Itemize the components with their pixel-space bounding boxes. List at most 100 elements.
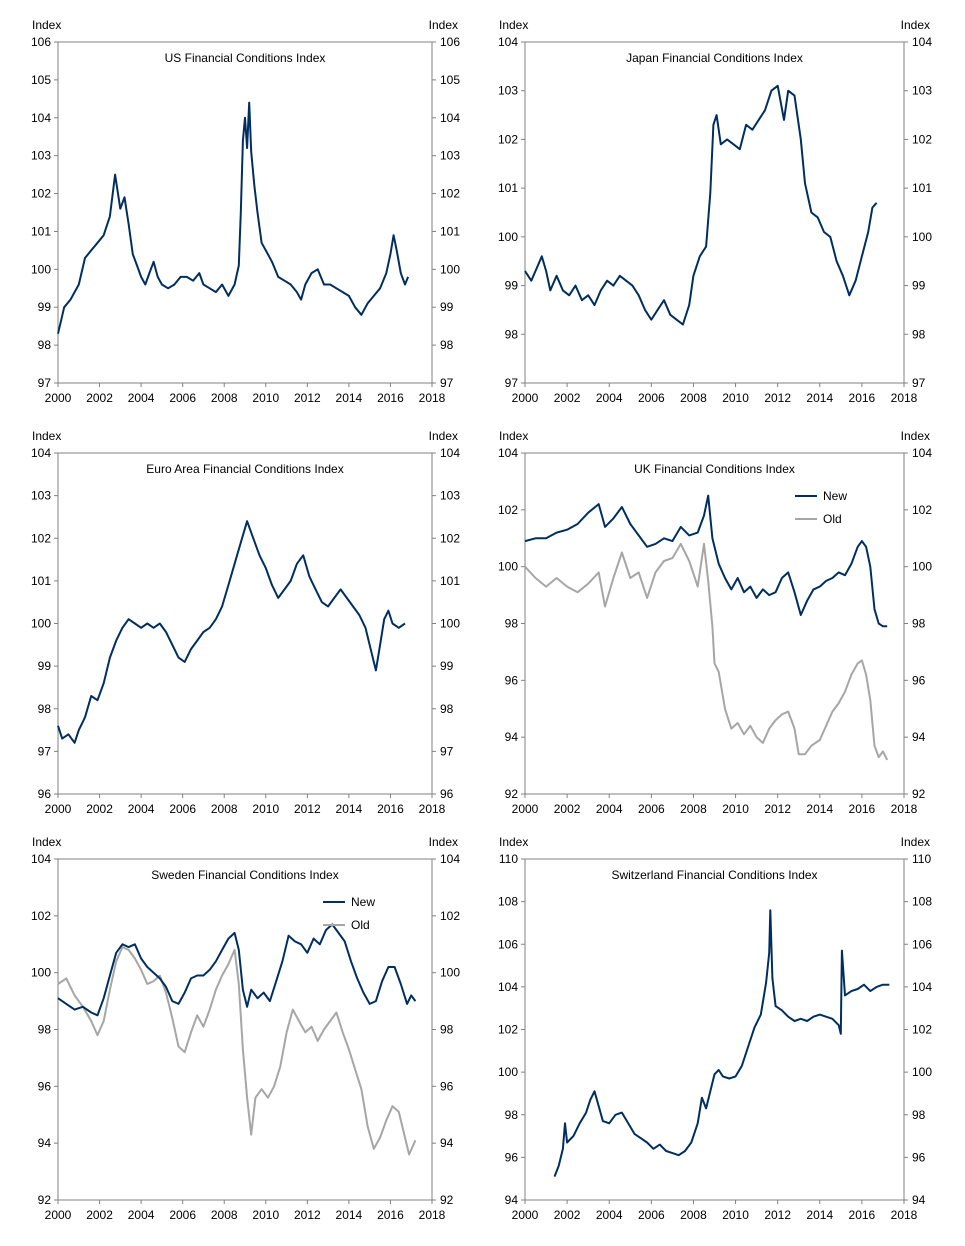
- y-tick-label-left: 99: [38, 659, 52, 673]
- y-axis-unit-left: Index: [499, 835, 528, 849]
- y-tick-label-left: 103: [31, 149, 51, 163]
- x-tick-label: 2008: [680, 1208, 707, 1222]
- y-tick-label-left: 97: [38, 744, 52, 758]
- y-tick-label-left: 101: [31, 224, 51, 238]
- x-tick-label: 2018: [891, 391, 918, 405]
- x-tick-label: 2014: [806, 1208, 833, 1222]
- y-tick-label-right: 102: [912, 1023, 932, 1037]
- y-tick-label-left: 100: [31, 617, 51, 631]
- chart-panel-2: 97 97 98 98 99 99 100 100 101 101 102 102 103 103 104 1…: [498, 18, 932, 405]
- x-tick-label: 2018: [891, 1208, 918, 1222]
- y-tick-label-left: 102: [31, 187, 51, 201]
- y-tick-label-right: 105: [440, 73, 460, 87]
- y-tick-label-left: 92: [505, 787, 519, 801]
- plot-frame: [57, 858, 433, 1201]
- y-tick-label-left: 104: [31, 111, 51, 125]
- x-tick-label: 2008: [680, 391, 707, 405]
- y-tick-label-left: 102: [31, 531, 51, 545]
- y-tick-label-right: 104: [912, 980, 932, 994]
- y-tick-label-left: 96: [38, 1079, 52, 1093]
- chart-panel-6: 94 94 96 96 98 98 100 100 102 102 104 104 106 106 108 1…: [498, 835, 932, 1222]
- y-tick-label-left: 103: [31, 489, 51, 503]
- plot-frame: [57, 452, 433, 795]
- y-tick-label-left: 102: [498, 1023, 518, 1037]
- y-tick-label-left: 101: [498, 181, 518, 195]
- y-tick-label-left: 102: [498, 503, 518, 517]
- y-tick-label-left: 104: [498, 446, 518, 460]
- y-axis-unit-right: Index: [901, 429, 930, 443]
- y-tick-label-left: 98: [38, 702, 52, 716]
- series-line-new: [57, 923, 417, 1017]
- y-tick-label-right: 99: [440, 300, 454, 314]
- x-tick-label: 2016: [377, 802, 404, 816]
- y-tick-label-right: 96: [912, 673, 926, 687]
- x-tick-label: 2014: [806, 802, 833, 816]
- y-tick-label-left: 94: [505, 730, 519, 744]
- y-tick-label-right: 98: [912, 327, 926, 341]
- x-tick-label: 2012: [764, 1208, 791, 1222]
- y-tick-label-right: 104: [440, 852, 460, 866]
- x-tick-label: 2014: [336, 391, 363, 405]
- x-tick-label: 2016: [377, 391, 404, 405]
- x-tick-label: 2006: [638, 802, 665, 816]
- chart-title: UK Financial Conditions Index: [634, 462, 795, 476]
- series-line-1: [57, 520, 406, 744]
- y-tick-label-right: 104: [912, 35, 932, 49]
- x-tick-label: 2000: [45, 1208, 72, 1222]
- y-axis-unit-left: Index: [499, 18, 528, 32]
- y-tick-label-left: 102: [498, 132, 518, 146]
- plot-frame: [57, 41, 433, 384]
- y-tick-label-right: 102: [440, 531, 460, 545]
- y-tick-label-left: 104: [31, 852, 51, 866]
- y-axis-unit-left: Index: [499, 429, 528, 443]
- y-tick-label-right: 98: [912, 617, 926, 631]
- chart-title: Switzerland Financial Conditions Index: [611, 868, 817, 882]
- y-axis-unit-left: Index: [32, 835, 61, 849]
- y-tick-label-left: 104: [498, 980, 518, 994]
- y-tick-label-right: 100: [912, 1065, 932, 1079]
- x-tick-label: 2012: [294, 802, 321, 816]
- series-line-new: [524, 494, 888, 628]
- x-tick-label: 2016: [377, 1208, 404, 1222]
- y-tick-label-left: 103: [498, 84, 518, 98]
- x-tick-label: 2006: [169, 1208, 196, 1222]
- series-line-old: [524, 542, 889, 761]
- x-tick-label: 2012: [764, 391, 791, 405]
- y-tick-label-right: 101: [440, 574, 460, 588]
- y-tick-label-right: 96: [440, 1079, 454, 1093]
- x-tick-label: 2000: [512, 391, 539, 405]
- y-tick-label-right: 97: [440, 376, 454, 390]
- x-tick-label: 2018: [419, 802, 446, 816]
- y-tick-label-right: 98: [912, 1108, 926, 1122]
- y-tick-label-right: 104: [440, 446, 460, 460]
- y-tick-label-left: 98: [505, 327, 519, 341]
- x-tick-label: 2012: [764, 802, 791, 816]
- y-tick-label-left: 96: [38, 787, 52, 801]
- y-tick-label-left: 98: [505, 617, 519, 631]
- y-tick-label-left: 97: [38, 376, 52, 390]
- y-tick-label-right: 96: [912, 1150, 926, 1164]
- y-tick-label-right: 106: [440, 35, 460, 49]
- x-tick-label: 2000: [512, 1208, 539, 1222]
- x-tick-label: 2010: [722, 391, 749, 405]
- y-tick-label-right: 100: [440, 262, 460, 276]
- x-tick-label: 2006: [169, 802, 196, 816]
- plot-frame: [524, 41, 905, 384]
- x-tick-label: 2002: [554, 802, 581, 816]
- y-tick-label-left: 106: [31, 35, 51, 49]
- y-tick-label-left: 99: [505, 279, 519, 293]
- x-tick-label: 2004: [128, 802, 155, 816]
- y-tick-label-right: 102: [440, 187, 460, 201]
- plot-frame: [524, 858, 905, 1201]
- x-tick-label: 2008: [211, 1208, 238, 1222]
- y-tick-label-left: 96: [505, 1150, 519, 1164]
- y-tick-label-left: 92: [38, 1193, 52, 1207]
- legend-label-old: Old: [823, 512, 842, 526]
- y-axis-unit-left: Index: [32, 429, 61, 443]
- y-tick-label-left: 105: [31, 73, 51, 87]
- y-axis-unit-right: Index: [901, 835, 930, 849]
- x-tick-label: 2014: [336, 1208, 363, 1222]
- x-tick-label: 2010: [252, 1208, 279, 1222]
- series-line-1: [524, 84, 878, 326]
